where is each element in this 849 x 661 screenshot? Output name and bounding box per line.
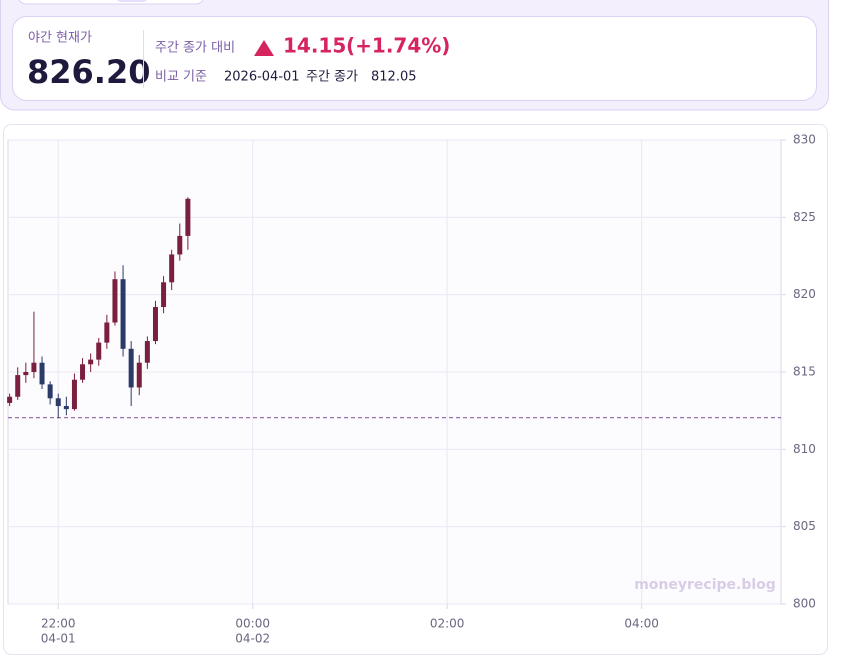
candle-body [80,364,86,380]
candle-body [63,406,69,410]
candle-body [161,282,167,308]
candle-body [47,384,53,399]
y-tick-label: 825 [793,210,816,224]
up-arrow [254,40,274,56]
candle-body [112,279,118,323]
y-tick-label: 830 [793,133,816,147]
watermark: moneyrecipe.blog [634,577,776,593]
y-tick-label: 815 [793,365,816,379]
candle-body [104,322,110,343]
y-tick-label: 810 [793,442,816,456]
base-label: 비교 기준 [155,70,207,85]
base-close: 812.05 [371,70,417,85]
change-label: 주간 종가 대비 [155,41,235,56]
candle-body [7,396,13,403]
y-tick-label: 820 [793,287,816,301]
candle-body [15,375,21,397]
base-kind: 주간 종가 [306,70,358,85]
x-tick-date: 04-01 [41,632,76,646]
x-tick-date: 04-02 [235,632,270,646]
candle-body [39,362,45,385]
candle-body [96,342,102,360]
quote-card [12,16,817,101]
tab-active[interactable] [116,0,148,2]
base-date: 2026-04-01 [224,70,300,85]
y-tick-label: 805 [793,519,816,533]
price-label: 야간 현재가 [28,31,92,46]
candle-body [55,398,61,407]
candle-body [88,359,94,365]
candle-body [177,235,183,255]
candle-body [128,348,134,388]
candle-body [120,279,126,349]
x-tick-label: 00:00 [235,617,270,631]
x-tick-label: 22:00 [41,617,76,631]
candle-body [185,198,191,236]
candle-body [169,254,175,283]
tab-bar[interactable] [18,0,204,5]
candle-body [144,341,150,363]
candle-body [71,379,77,410]
change-pct: (+1.74%) [346,34,450,58]
y-tick-label: 800 [793,597,816,611]
change: 14.15 [283,34,346,58]
x-tick-label: 02:00 [430,617,465,631]
candle-body [136,362,142,388]
candle-body [152,307,158,342]
candle-body [23,372,29,376]
candle-body [31,362,37,372]
x-tick-label: 04:00 [624,617,659,631]
price: 826.20 [27,53,150,91]
